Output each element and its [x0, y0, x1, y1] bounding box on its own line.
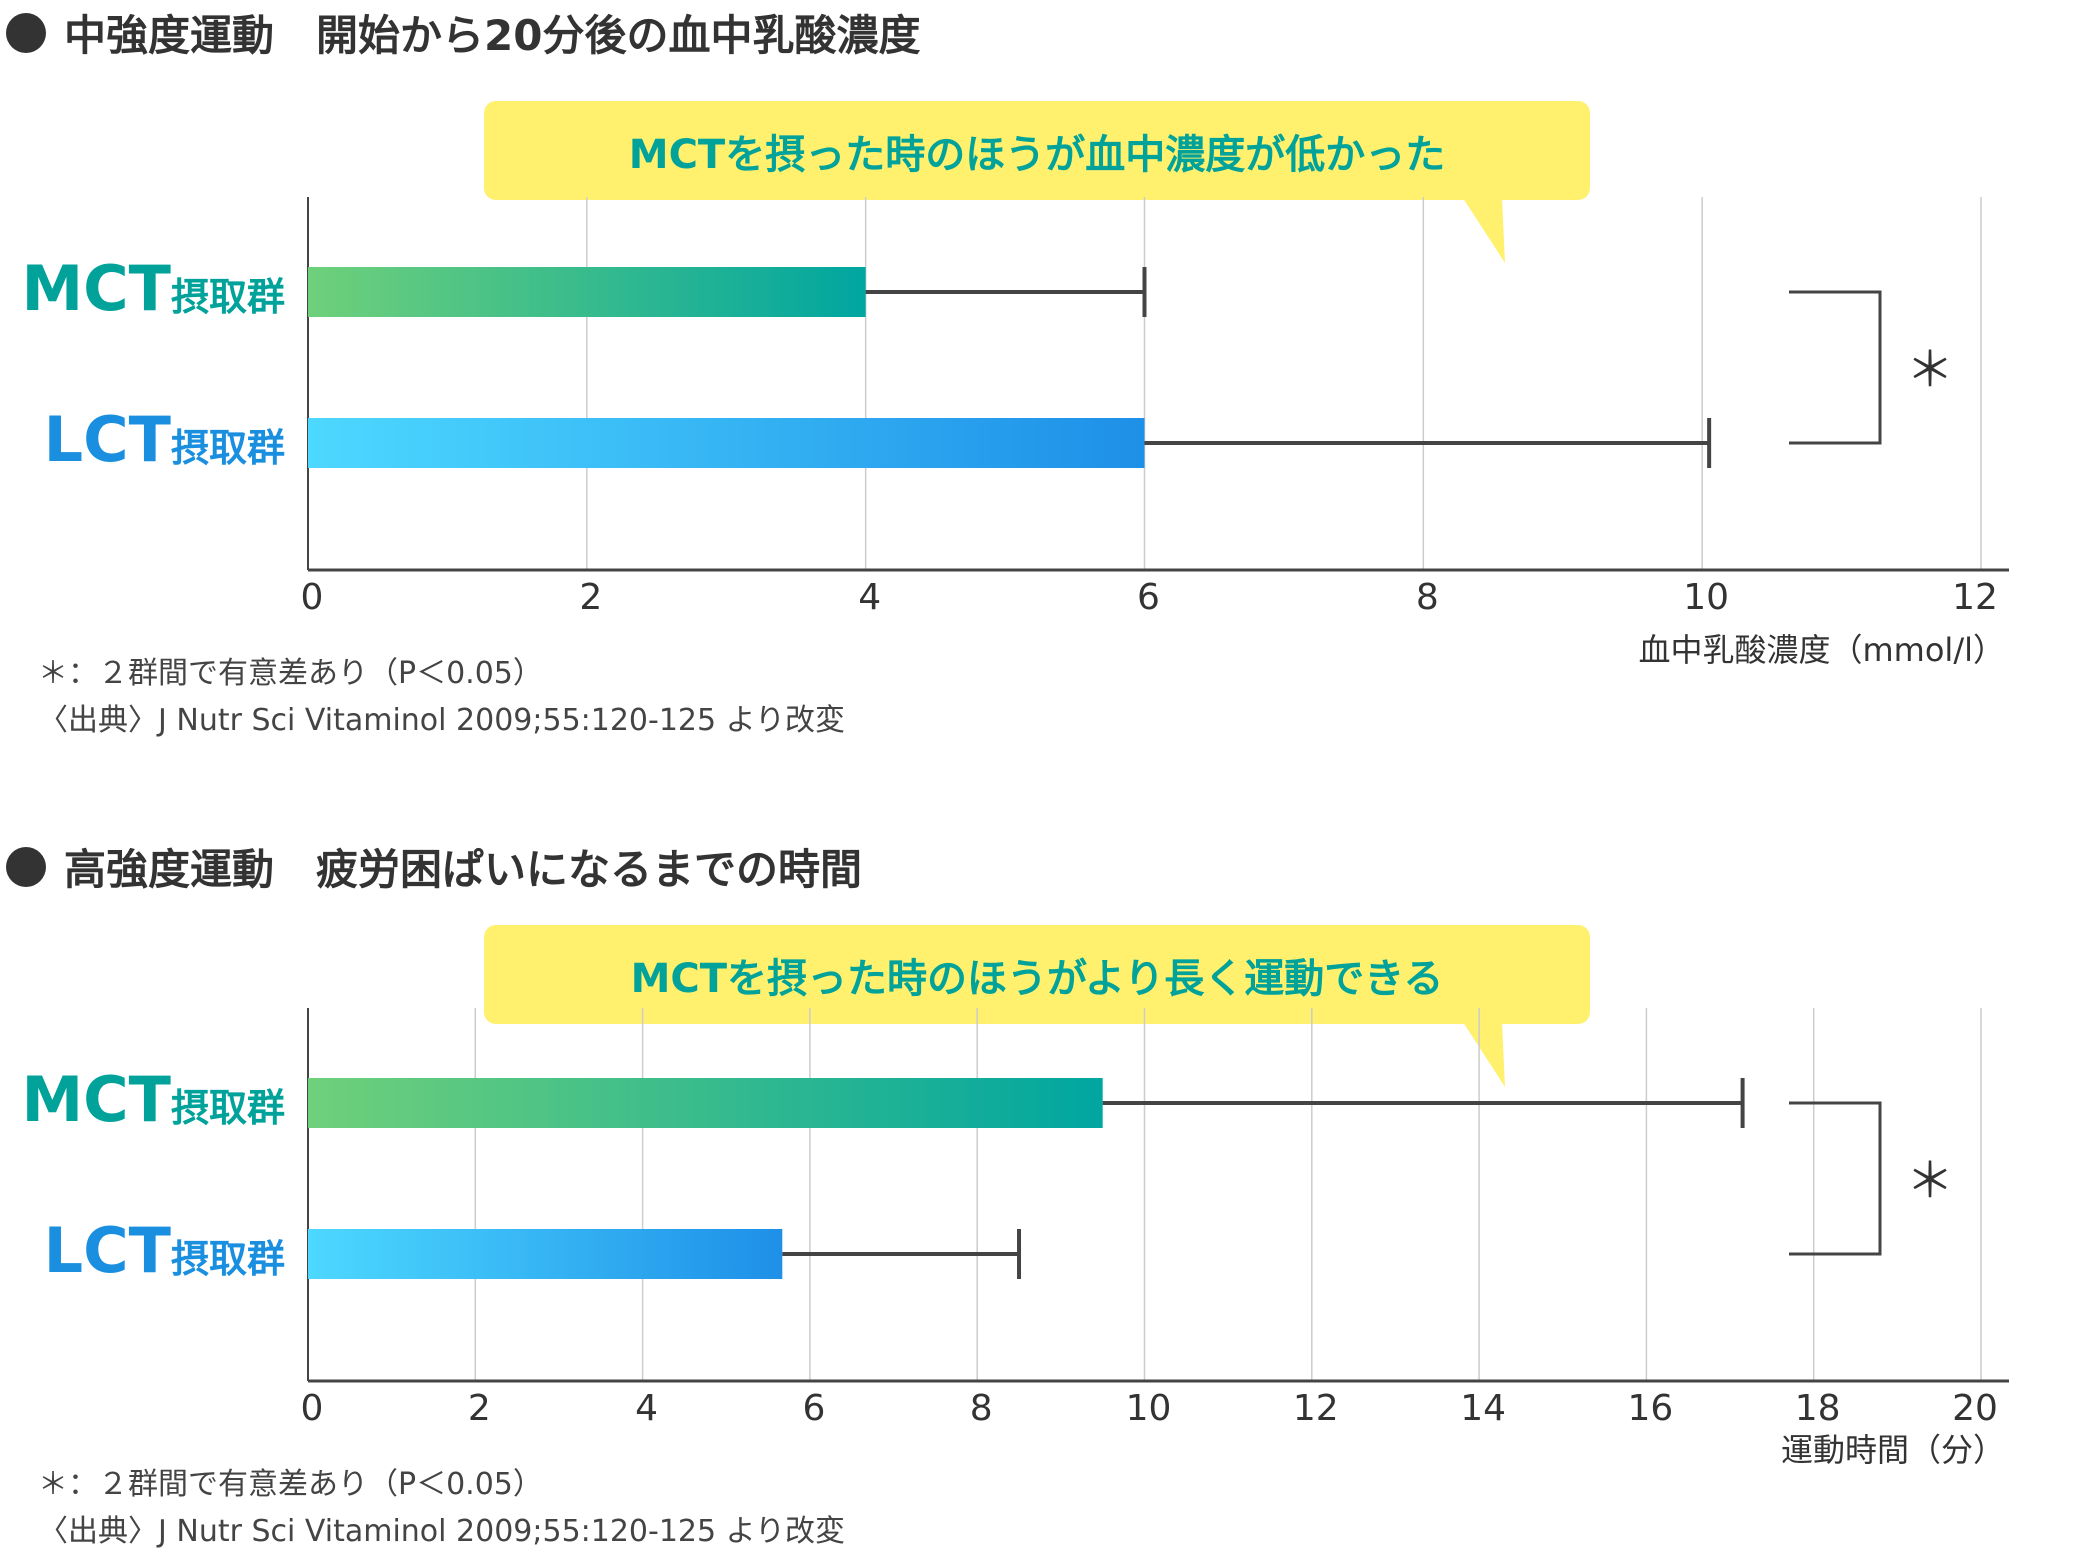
- x-tick-label: 16: [1627, 1388, 1674, 1429]
- x-tick-label: 6: [802, 1388, 826, 1429]
- chart-svg: [307, 197, 2009, 572]
- x-tick-label: 4: [858, 577, 882, 618]
- callout-text: MCTを摂った時のほうがより長く運動できる: [630, 955, 1444, 1002]
- category-label-mct: MCT摂取群: [20, 252, 285, 325]
- category-suffix: 摂取群: [170, 1086, 285, 1130]
- x-tick-label: 14: [1460, 1388, 1506, 1429]
- x-axis-label: 血中乳酸濃度（mmol/l）: [1638, 631, 2006, 669]
- category-suffix: 摂取群: [170, 275, 285, 319]
- callout: MCTを摂った時のほうがより長く運動できる: [484, 925, 1590, 1024]
- bar-mct: [308, 267, 866, 317]
- x-tick-label: 2: [579, 577, 603, 618]
- category-suffix: 摂取群: [170, 1237, 285, 1281]
- x-axis-label: 運動時間（分）: [1780, 1431, 2005, 1469]
- category-abbr: MCT: [21, 252, 171, 325]
- x-tick-label: 12: [1952, 577, 1998, 618]
- chart-title: 中強度運動 開始から20分後の血中乳酸濃度: [6, 2, 920, 63]
- x-tick-label: 8: [1415, 577, 1439, 618]
- category-label-mct: MCT摂取群: [20, 1063, 285, 1136]
- chart-title: 高強度運動 疲労困ぱいになるまでの時間: [6, 836, 862, 897]
- significance-bracket: [1789, 1101, 1882, 1256]
- bar-lct: [308, 1229, 783, 1279]
- footnote-significance: ＊：２群間で有意差あり（P＜0.05）: [38, 656, 543, 691]
- bar-lct: [308, 418, 1145, 468]
- x-tick-label: 20: [1952, 1388, 1998, 1429]
- category-label-lct: LCT摂取群: [20, 403, 285, 476]
- callout-tail: [1463, 198, 1505, 263]
- significance-bracket: [1789, 290, 1882, 445]
- x-tick-label: 2: [467, 1388, 491, 1429]
- category-abbr: MCT: [21, 1063, 171, 1136]
- category-abbr: LCT: [43, 1214, 171, 1287]
- bar-mct: [308, 1078, 1103, 1128]
- footnote-source: 〈出典〉J Nutr Sci Vitaminol 2009;55:120-125…: [38, 703, 846, 738]
- category-abbr: LCT: [43, 403, 171, 476]
- significance-asterisk: ＊: [1906, 1153, 1955, 1209]
- x-tick-label: 6: [1137, 577, 1160, 618]
- chart-title-text: 高強度運動 疲労困ぱいになるまでの時間: [64, 845, 863, 894]
- callout-text: MCTを摂った時のほうが血中濃度が低かった: [628, 131, 1446, 178]
- x-tick-label: 4: [635, 1388, 659, 1429]
- category-label-lct: LCT摂取群: [20, 1214, 285, 1287]
- x-tick-label: 18: [1794, 1388, 1841, 1429]
- chart-lactate: 中強度運動 開始から20分後の血中乳酸濃度 MCTを摂った時のほうが血中濃度が低…: [6, 2, 2009, 738]
- significance-asterisk: ＊: [1906, 342, 1955, 398]
- callout-tail: [1463, 1022, 1505, 1087]
- chart-exhaustion-time: 高強度運動 疲労困ぱいになるまでの時間 MCTを摂った時のほうがより長く運動でき…: [0, 811, 2081, 1549]
- bullet-icon: [6, 846, 46, 887]
- footnote-source: 〈出典〉J Nutr Sci Vitaminol 2009;55:120-125…: [38, 1514, 846, 1549]
- x-tick-label: 10: [1125, 1388, 1172, 1429]
- bullet-icon: [6, 12, 46, 53]
- chart-svg: [307, 1008, 2009, 1383]
- x-tick-label: 8: [969, 1388, 993, 1429]
- footnote-significance: ＊：２群間で有意差あり（P＜0.05）: [38, 1467, 543, 1502]
- x-tick-label: 12: [1292, 1388, 1339, 1429]
- x-tick-label: 10: [1683, 577, 1730, 618]
- callout: MCTを摂った時のほうが血中濃度が低かった: [484, 101, 1590, 200]
- x-tick-label: 0: [300, 577, 324, 618]
- chart-title-text: 中強度運動 開始から20分後の血中乳酸濃度: [64, 11, 921, 60]
- category-suffix: 摂取群: [170, 426, 285, 470]
- x-tick-label: 0: [300, 1388, 324, 1429]
